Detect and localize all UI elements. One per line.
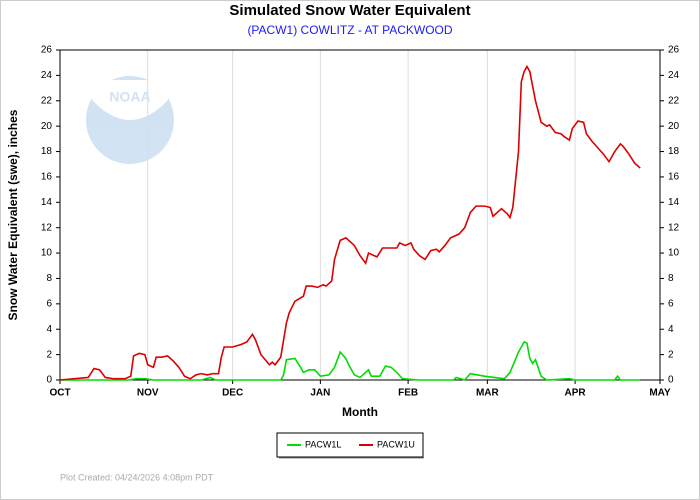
x-tick-label: JAN (310, 388, 330, 399)
y2-tick-label: 10 (668, 248, 680, 259)
y2-tick-label: 26 (668, 45, 680, 56)
legend-box (276, 432, 424, 458)
x-axis-label: Month (342, 405, 378, 419)
legend-label: PACW1L (305, 439, 341, 449)
y2-tick-label: 8 (668, 273, 674, 284)
x-tick-label: FEB (398, 388, 418, 399)
y-tick-label: 0 (46, 375, 52, 386)
x-tick-label: OCT (49, 388, 70, 399)
y2-tick-label: 4 (668, 324, 674, 335)
y2-tick-label: 18 (668, 146, 680, 157)
y-tick-label: 20 (41, 121, 53, 132)
chart-subtitle: (PACW1) COWLITZ - AT PACKWOOD (247, 23, 452, 37)
y2-tick-label: 24 (668, 70, 680, 81)
y-tick-label: 16 (41, 172, 53, 183)
series-line (59, 64, 641, 381)
y2-tick-label: 0 (668, 375, 674, 386)
y-axis-label: Snow Water Equivalent (swe), inches (6, 109, 20, 320)
plot-frame (59, 49, 661, 381)
y-tick-label: 4 (46, 324, 52, 335)
legend-label: PACW1U (377, 439, 415, 449)
y2-tick-label: 14 (668, 197, 680, 208)
y2-tick-label: 12 (668, 222, 680, 233)
y-tick-label: 18 (41, 146, 53, 157)
y2-tick-label: 20 (668, 121, 680, 132)
y-tick-label: 6 (46, 298, 52, 309)
y2-tick-label: 22 (668, 95, 680, 106)
chart-title: Simulated Snow Water Equivalent (229, 2, 470, 19)
logo-circle (86, 76, 174, 164)
logo-text: NOAA (109, 89, 150, 105)
y2-tick-label: 6 (668, 298, 674, 309)
y-tick-label: 26 (41, 45, 53, 56)
footnote: Plot Created: 04/24/2026 4:08pm PDT (60, 472, 214, 482)
x-tick-label: MAY (649, 388, 671, 399)
y-tick-label: 8 (46, 273, 52, 284)
x-tick-label: DEC (222, 388, 243, 399)
y-tick-label: 14 (41, 197, 53, 208)
x-tick-label: MAR (476, 388, 500, 399)
noaa-logo: NOAA (86, 76, 174, 164)
y-tick-label: 24 (41, 70, 53, 81)
y2-tick-label: 16 (668, 172, 680, 183)
series-line (60, 340, 641, 381)
x-tick-label: NOV (137, 388, 159, 399)
y-tick-label: 22 (41, 95, 53, 106)
y2-tick-label: 2 (668, 349, 674, 360)
x-tick-label: APR (565, 388, 587, 399)
logo-bird (92, 80, 168, 120)
y-tick-label: 2 (46, 349, 52, 360)
y-tick-label: 12 (41, 222, 53, 233)
y-tick-label: 10 (41, 248, 53, 259)
